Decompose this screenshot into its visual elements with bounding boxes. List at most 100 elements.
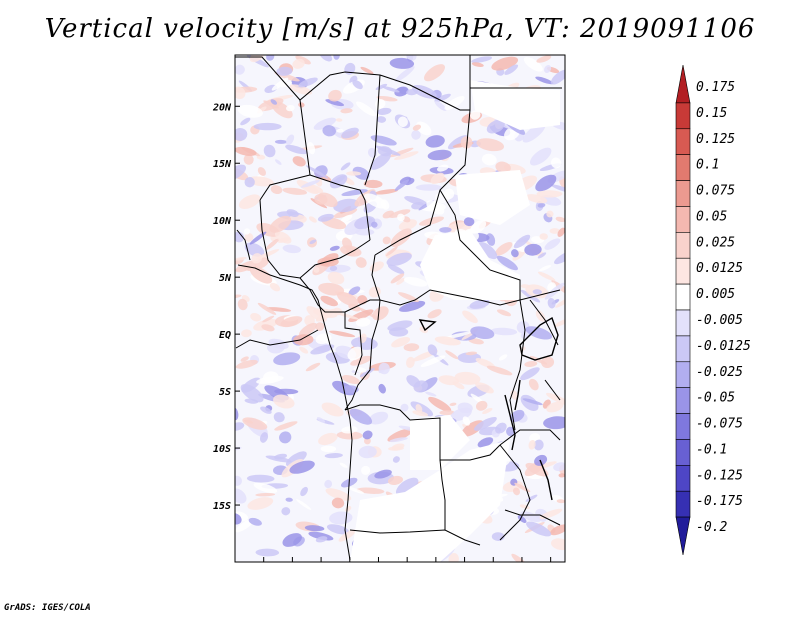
- velocity-patch: [259, 432, 269, 443]
- colorbar-segment: [675, 206, 691, 233]
- velocity-patch: [274, 453, 288, 460]
- velocity-patch: [235, 64, 245, 75]
- velocity-patch: [328, 89, 342, 102]
- velocity-patch: [540, 195, 562, 206]
- velocity-patch: [321, 402, 344, 417]
- lon-tick-label: 18E: [398, 569, 417, 570]
- lon-tick-label: 6E: [286, 569, 299, 570]
- velocity-patch: [354, 216, 376, 230]
- velocity-patch: [244, 233, 254, 242]
- colorbar-bottom-arrow: [675, 516, 691, 556]
- velocity-patch: [427, 149, 452, 161]
- velocity-patch: [370, 152, 391, 170]
- velocity-patch: [322, 125, 336, 137]
- velocity-patch: [248, 517, 262, 526]
- colorbar-label: -0.075: [696, 417, 743, 432]
- velocity-patch: [317, 213, 334, 222]
- velocity-patch: [246, 474, 275, 483]
- colorbar-segment: [675, 309, 691, 337]
- velocity-patch: [249, 265, 273, 284]
- velocity-patch: [255, 548, 280, 557]
- velocity-patch: [243, 228, 251, 235]
- velocity-patch: [250, 312, 262, 322]
- velocity-patch: [298, 102, 305, 108]
- velocity-patch: [496, 255, 518, 271]
- velocity-patch: [331, 497, 345, 509]
- velocity-patch: [360, 66, 374, 75]
- velocity-patch: [320, 445, 337, 453]
- velocity-patch: [443, 331, 472, 340]
- velocity-patch: [329, 265, 338, 272]
- velocity-patch: [257, 302, 277, 315]
- velocity-patch: [495, 242, 513, 256]
- velocity-patch: [460, 136, 473, 149]
- velocity-patch: [285, 497, 293, 502]
- velocity-patch: [390, 273, 405, 284]
- velocity-patch: [394, 151, 419, 160]
- velocity-patch: [300, 179, 320, 188]
- colorbar-segment: [675, 335, 691, 363]
- velocity-patch: [318, 192, 338, 208]
- velocity-patch: [391, 336, 411, 348]
- velocity-patch: [406, 356, 415, 368]
- velocity-patch: [235, 86, 246, 100]
- velocity-patch: [397, 213, 405, 222]
- colorbar-label: 0.0125: [696, 261, 743, 276]
- velocity-patch: [349, 408, 373, 425]
- velocity-patch: [535, 310, 546, 322]
- velocity-patch: [475, 358, 495, 369]
- velocity-patch: [550, 524, 565, 536]
- velocity-patch: [522, 123, 546, 143]
- velocity-patch: [491, 56, 519, 71]
- masked-terrain: [350, 80, 560, 562]
- velocity-patch: [554, 318, 565, 327]
- velocity-patch: [355, 228, 375, 236]
- velocity-patch: [498, 354, 508, 361]
- velocity-patch: [495, 161, 511, 174]
- velocity-patch: [376, 116, 387, 123]
- lat-tick-label: 5N: [219, 273, 232, 284]
- colorbar-top-arrow: [675, 64, 691, 104]
- velocity-patch: [391, 443, 405, 450]
- velocity-patch: [525, 326, 553, 340]
- velocity-patch: [415, 404, 423, 413]
- velocity-patch: [375, 145, 401, 156]
- velocity-patch: [504, 64, 519, 75]
- velocity-patch: [528, 378, 539, 391]
- velocity-patch: [235, 231, 245, 243]
- colorbar-segment: [675, 413, 691, 440]
- velocity-patch: [308, 216, 317, 223]
- velocity-patch: [296, 499, 312, 510]
- velocity-patch: [318, 432, 338, 446]
- velocity-patch: [325, 99, 345, 107]
- velocity-patch: [263, 100, 279, 109]
- velocity-patch: [412, 124, 421, 131]
- velocity-patch: [471, 56, 493, 63]
- velocity-patch: [387, 264, 405, 275]
- velocity-patch: [539, 265, 552, 272]
- lon-tick-label: 33E: [541, 569, 561, 570]
- colorbar-segment: [675, 361, 691, 388]
- colorbar-label: -0.025: [696, 365, 743, 380]
- velocity-patch: [304, 525, 325, 532]
- velocity-patch: [265, 238, 280, 250]
- velocity-patch: [286, 209, 299, 217]
- colorbar-label: -0.175: [696, 494, 743, 509]
- velocity-patch: [235, 256, 247, 261]
- velocity-patch: [535, 76, 554, 85]
- velocity-patch: [270, 185, 283, 195]
- colorbar-label: 0.1: [696, 158, 719, 173]
- velocity-patch: [449, 402, 457, 406]
- colorbar-segment: [675, 128, 691, 155]
- velocity-patch: [336, 431, 363, 440]
- velocity-patch: [550, 157, 562, 169]
- velocity-patch: [444, 95, 465, 111]
- velocity-patch: [550, 69, 565, 85]
- velocity-patch: [539, 233, 548, 240]
- velocity-patch: [477, 437, 494, 448]
- colorbar-label: 0.05: [696, 209, 727, 224]
- velocity-patch: [237, 298, 248, 311]
- grads-credit: GrADS: IGES/COLA: [4, 603, 91, 613]
- velocity-patch: [235, 359, 258, 369]
- velocity-patch: [361, 465, 371, 475]
